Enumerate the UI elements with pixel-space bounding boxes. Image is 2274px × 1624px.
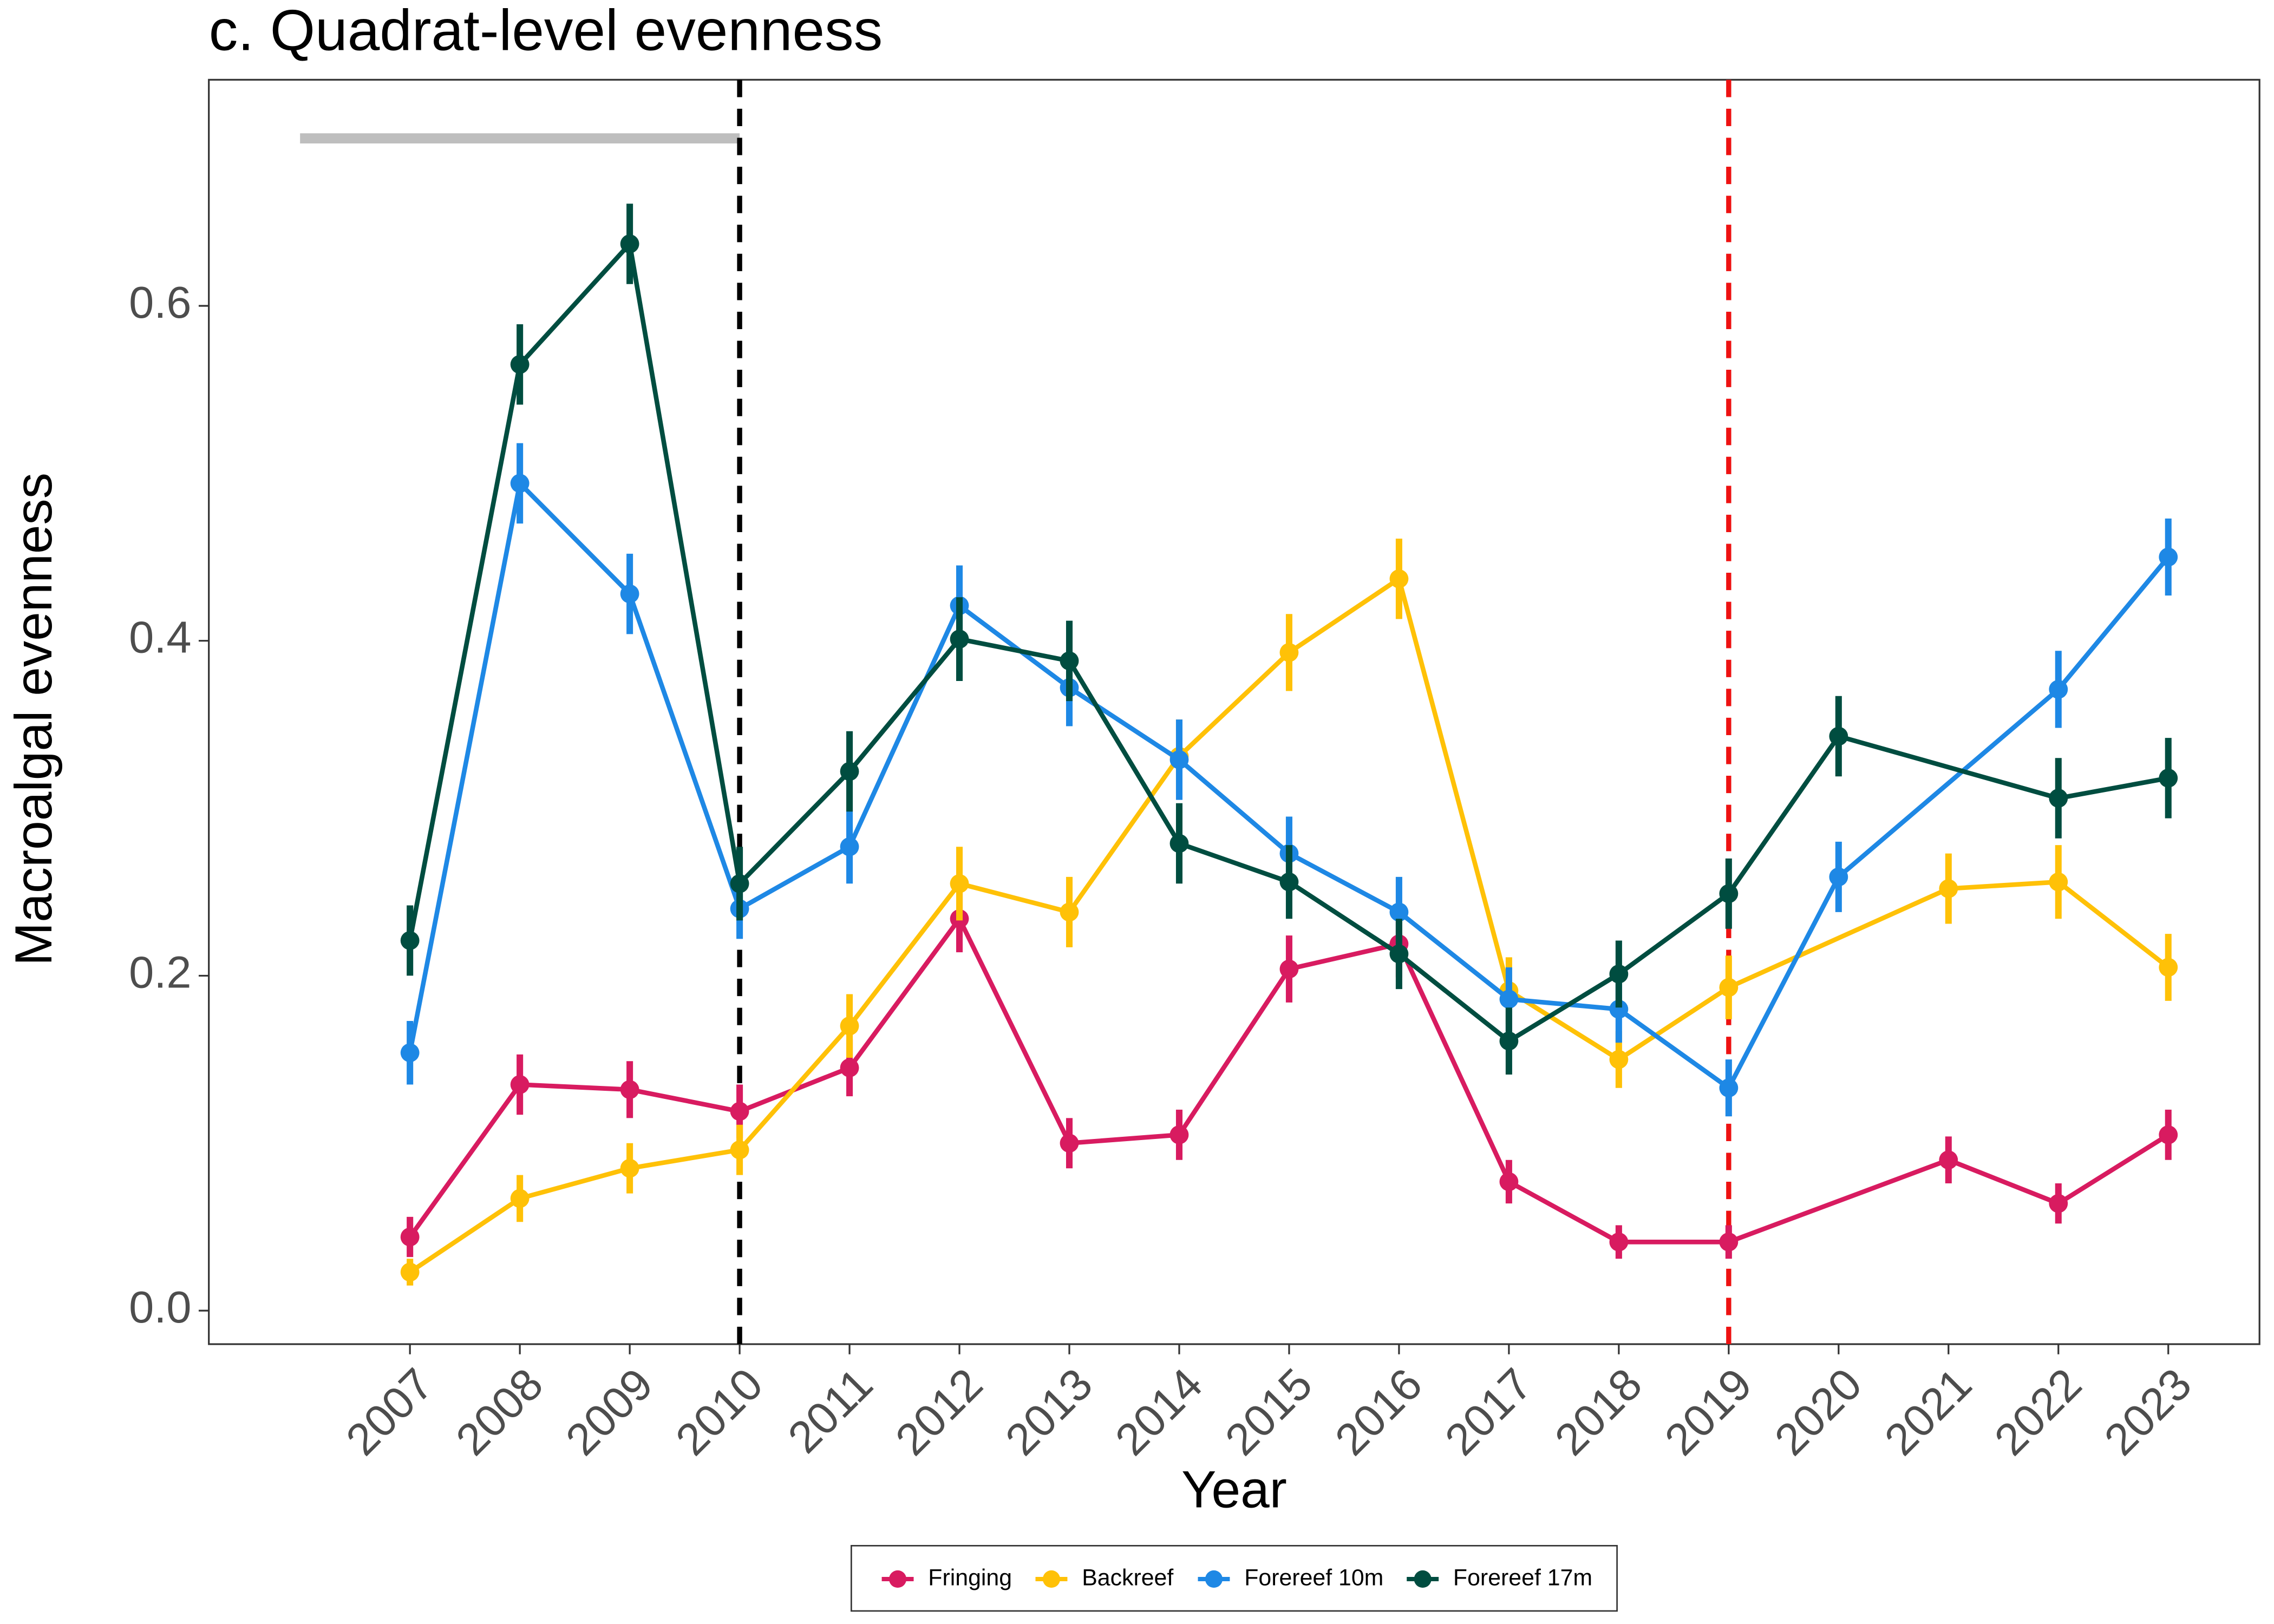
- data-point: [1389, 569, 1409, 588]
- data-point: [1060, 902, 1079, 922]
- data-point: [1169, 834, 1189, 853]
- data-point: [840, 837, 859, 856]
- data-point: [620, 1080, 639, 1099]
- data-point: [730, 1140, 749, 1160]
- data-point: [1389, 902, 1409, 922]
- legend-label: Forereef 10m: [1244, 1564, 1383, 1590]
- series-line: [408, 575, 2170, 1274]
- data-point: [510, 1075, 530, 1094]
- data-point: [400, 1262, 420, 1282]
- data-point: [2159, 958, 2178, 977]
- data-point: [620, 1158, 639, 1178]
- data-point: [950, 630, 969, 649]
- data-point: [1389, 944, 1409, 964]
- y-axis-title: Macroalgal evenness: [5, 473, 63, 966]
- data-point: [510, 474, 530, 493]
- data-point: [2049, 680, 2068, 699]
- data-point: [510, 355, 530, 374]
- data-point: [1060, 651, 1079, 671]
- plot-panel: [208, 78, 2260, 1345]
- data-point: [730, 874, 749, 893]
- data-point: [1939, 1150, 1958, 1170]
- legend-key-point: [1042, 1570, 1061, 1588]
- data-point: [400, 1227, 420, 1247]
- data-point: [510, 1189, 530, 1208]
- data-point: [1829, 867, 1848, 887]
- legend-key-point: [1205, 1570, 1223, 1588]
- legend-label: Backreef: [1082, 1564, 1173, 1590]
- data-point: [950, 874, 969, 893]
- legend-key-point: [888, 1570, 907, 1588]
- data-point: [1939, 879, 1958, 898]
- y-tick-label: 0.6: [129, 277, 191, 328]
- y-tick-label: 0.0: [129, 1282, 191, 1332]
- data-point: [400, 931, 420, 950]
- data-point: [1499, 1172, 1519, 1191]
- data-point: [1609, 1232, 1629, 1252]
- data-point: [1499, 990, 1519, 1009]
- series-line: [408, 914, 2170, 1245]
- data-point: [730, 1102, 749, 1121]
- data-point: [2049, 872, 2068, 892]
- data-point: [400, 1043, 420, 1063]
- x-axis-title: Year: [1181, 1461, 1287, 1518]
- data-point: [2159, 1125, 2178, 1144]
- data-point: [2049, 1194, 2068, 1213]
- data-point: [840, 1016, 859, 1036]
- series-line: [407, 479, 2171, 1092]
- data-point: [2159, 547, 2178, 567]
- legend-label: Forereef 17m: [1453, 1564, 1592, 1590]
- data-point: [1279, 959, 1299, 979]
- data-point: [1169, 750, 1189, 769]
- legend-box: [850, 1545, 1618, 1612]
- data-point: [1609, 1050, 1629, 1069]
- data-point: [840, 1058, 859, 1077]
- data-point: [2049, 789, 2068, 808]
- data-point: [1719, 884, 1739, 903]
- data-point: [1169, 1125, 1189, 1144]
- data-point: [1279, 872, 1299, 892]
- data-point: [2159, 768, 2178, 788]
- data-point: [1060, 1134, 1079, 1153]
- y-tick-label: 0.4: [129, 612, 191, 663]
- data-point: [620, 234, 639, 253]
- legend-label: Fringing: [928, 1564, 1012, 1590]
- series-line: [407, 239, 2169, 1044]
- y-tick-label: 0.2: [129, 947, 191, 997]
- legend-key-point: [1414, 1570, 1432, 1588]
- data-point: [1719, 1232, 1739, 1252]
- data-point: [1499, 1031, 1519, 1051]
- data-point: [1829, 726, 1848, 746]
- data-point: [1609, 964, 1629, 984]
- data-point: [840, 762, 859, 781]
- data-point: [1279, 643, 1299, 662]
- chart-title: c. Quadrat-level evenness: [209, 0, 883, 63]
- data-point: [1719, 978, 1739, 997]
- data-point: [620, 584, 639, 604]
- data-point: [1609, 999, 1629, 1019]
- data-point: [1719, 1078, 1739, 1098]
